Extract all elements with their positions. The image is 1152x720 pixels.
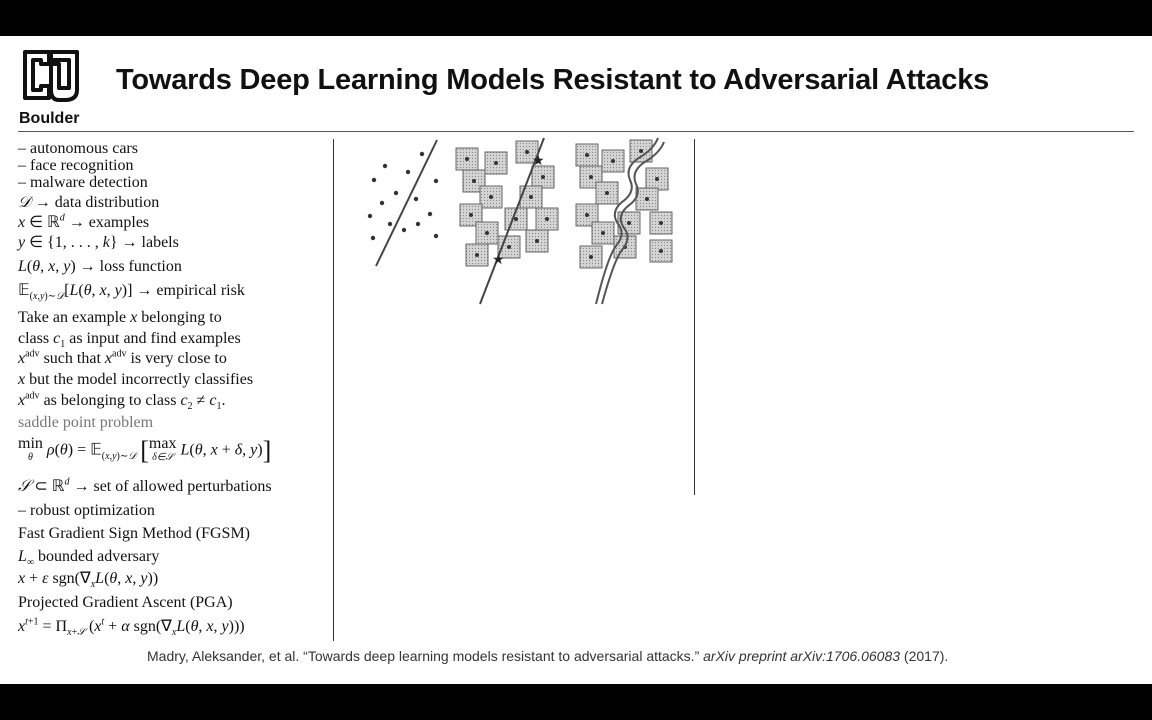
eq-pga: xt+1 = Πx+𝒮 (xt + α sgn(∇xL(θ, x, y))) [18, 616, 245, 639]
panel-perturbation-boxes: ★ ★ [455, 137, 559, 305]
decision-boundary-figure: ★ ★ [367, 137, 673, 305]
citation-authors: Madry, Aleksander, et al. “Towards deep … [147, 648, 700, 664]
note-app-1: – autonomous cars [18, 140, 138, 157]
note-risk: 𝔼(x,y)∼𝒟[L(θ, x, y)] → empirical risk [18, 282, 245, 303]
note-robust: – robust optimization [18, 502, 155, 519]
para-line-2: class c1 as input and find examples [18, 330, 241, 351]
para-text-3a: such that [43, 350, 101, 367]
para-text-3b: is very close to [130, 350, 227, 367]
note-labels: y ∈ {1, . . . , k} → labels [18, 234, 179, 251]
para-text-1a: Take an example [18, 309, 127, 326]
math-d: 𝒟 [18, 194, 31, 211]
star-icon: ★ [532, 153, 545, 169]
note-bounded: L∞ bounded adversary [18, 548, 160, 569]
note-distribution: 𝒟 → data distribution [18, 194, 159, 212]
note-bounded-text: bounded adversary [38, 548, 160, 565]
note-app-2: – face recognition [18, 157, 134, 174]
column-divider-right [694, 139, 695, 495]
slide: Boulder Towards Deep Learning Models Res… [0, 36, 1152, 684]
citation-year: (2017). [903, 648, 949, 664]
note-pga: Projected Gradient Ascent (PGA) [18, 594, 233, 611]
note-app-3: – malware detection [18, 174, 148, 191]
note-loss: L(θ, x, y) → loss function [18, 258, 182, 275]
note-examples-text: → examples [68, 214, 150, 231]
para-text-2a: class [18, 330, 50, 347]
citation: Madry, Aleksander, et al. “Towards deep … [147, 648, 948, 664]
note-perturb-text: → set of allowed perturbations [73, 478, 272, 495]
note-perturb: 𝒮 ⊂ ℝd → set of allowed perturbations [18, 476, 272, 495]
eq-fgsm: x + ε sgn(∇xL(θ, x, y)) [18, 570, 159, 591]
note-labels-text: → labels [121, 234, 179, 251]
note-examples: x ∈ ℝd → examples [18, 212, 150, 231]
cu-logo-icon [23, 50, 79, 102]
eq-saddle: min θ ρ(θ) = 𝔼(x,y)∼𝒟 [max δ∈𝒮 L(θ, x + δ,… [18, 435, 272, 465]
note-saddle: saddle point problem [18, 414, 154, 431]
university-logo: Boulder [16, 44, 86, 127]
slide-title: Towards Deep Learning Models Resistant t… [116, 64, 990, 96]
para-line-1: Take an example x belonging to [18, 309, 222, 326]
para-text-4: but the model incorrectly classifies [29, 371, 254, 388]
para-line-4: x but the model incorrectly classifies [18, 371, 254, 388]
panel-robust-boundary [575, 137, 673, 305]
note-fgsm: Fast Gradient Sign Method (FGSM) [18, 525, 250, 542]
title-divider [18, 131, 1134, 132]
citation-venue: arXiv preprint arXiv:1706.06083 [703, 648, 901, 664]
para-text-1b: belonging to [141, 309, 222, 326]
para-line-3: xadv such that xadv is very close to [18, 348, 227, 367]
para-text-2b: as input and find examples [69, 330, 241, 347]
note-distribution-text: → data distribution [34, 194, 160, 211]
panel-clean-points [367, 139, 439, 267]
logo-text: Boulder [19, 110, 80, 127]
note-loss-text: → loss function [79, 258, 182, 275]
para-text-5: as belonging to class [43, 392, 177, 409]
para-line-5: xadv as belonging to class c2 ≠ c1. [18, 390, 226, 413]
note-risk-text: → empirical risk [136, 282, 245, 299]
column-divider-left [333, 139, 334, 641]
star-icon: ★ [492, 252, 505, 268]
